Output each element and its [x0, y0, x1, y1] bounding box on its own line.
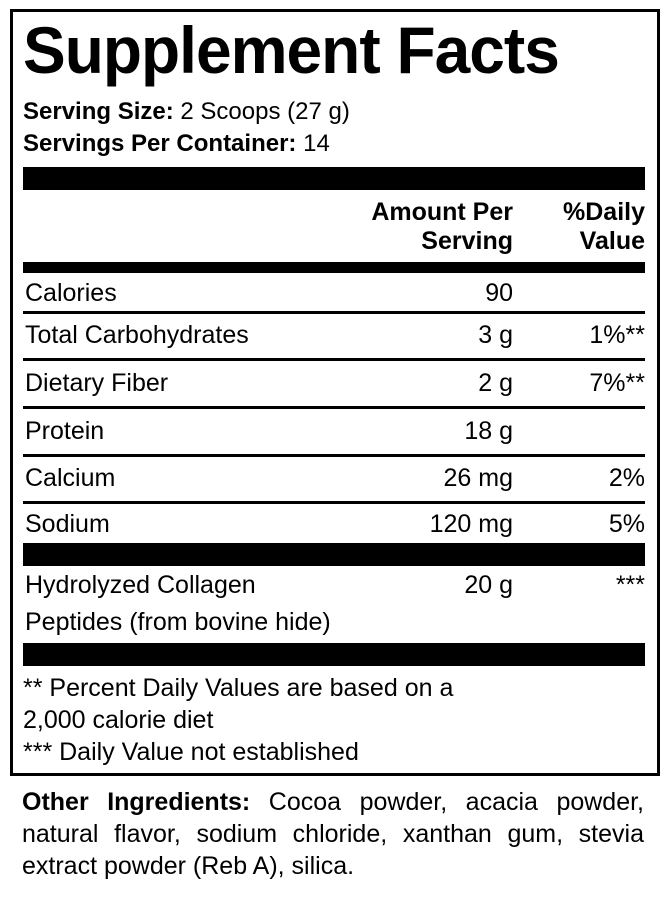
- row-divider: [23, 406, 645, 409]
- row-divider: [23, 358, 645, 361]
- nutrient-name: Calcium: [25, 464, 116, 492]
- thick-divider: [23, 543, 645, 566]
- nutrient-name: Dietary Fiber: [25, 369, 169, 397]
- row-divider: [23, 454, 645, 457]
- ingredient-amount: 20 g: [464, 571, 513, 599]
- servings-per-container: Servings Per Container: 14: [23, 130, 330, 158]
- thick-divider: [23, 643, 645, 666]
- footnote-line: 2,000 calorie diet: [23, 706, 214, 734]
- row-divider: [23, 311, 645, 314]
- thick-divider: [23, 167, 645, 190]
- footnote-line: *** Daily Value not established: [23, 738, 359, 766]
- serving-size: Serving Size: 2 Scoops (27 g): [23, 98, 350, 126]
- nutrient-amount: 90: [485, 279, 513, 307]
- servings-per-container-value: 14: [303, 130, 330, 157]
- servings-per-container-label: Servings Per Container:: [23, 130, 297, 157]
- other-ingredients-text: Cocoa powder, acacia powder, natural fla…: [22, 788, 645, 880]
- ingredient-name-line2: Peptides (from bovine hide): [25, 608, 331, 636]
- panel-title: Supplement Facts: [23, 13, 560, 87]
- nutrient-dv: 1%**: [589, 321, 645, 349]
- serving-size-label: Serving Size:: [23, 98, 174, 125]
- amount-header-line2: Serving: [421, 227, 513, 255]
- dv-header: %Daily Value: [563, 198, 645, 256]
- medium-divider: [23, 262, 645, 273]
- column-header: Amount Per Serving %Daily Value: [23, 198, 645, 260]
- amount-header-line1: Amount Per: [371, 198, 513, 226]
- nutrient-name: Total Carbohydrates: [25, 321, 249, 349]
- supplement-facts-panel: Supplement Facts Serving Size: 2 Scoops …: [10, 9, 660, 776]
- dv-header-line1: %Daily: [563, 198, 645, 226]
- nutrient-amount: 18 g: [464, 417, 513, 445]
- other-ingredients: Other Ingredients: Cocoa powder, acacia …: [22, 786, 644, 882]
- row-divider: [23, 501, 645, 504]
- nutrient-name: Protein: [25, 417, 105, 445]
- nutrient-amount: 120 mg: [429, 510, 513, 538]
- serving-size-value: 2 Scoops (27 g): [180, 98, 350, 125]
- amount-header: Amount Per Serving: [371, 198, 513, 256]
- ingredient-name-line1: Hydrolyzed Collagen: [25, 571, 256, 599]
- nutrient-amount: 2 g: [478, 369, 513, 397]
- nutrient-dv: 5%: [608, 510, 645, 538]
- nutrient-name: Sodium: [25, 510, 110, 538]
- nutrient-dv: 2%: [608, 464, 645, 492]
- dv-header-line2: Value: [579, 227, 645, 255]
- nutrient-amount: 3 g: [478, 321, 513, 349]
- ingredient-dv: ***: [615, 571, 645, 599]
- footnote-line: ** Percent Daily Values are based on a: [23, 674, 454, 702]
- nutrient-amount: 26 mg: [443, 464, 513, 492]
- nutrient-dv: 7%**: [589, 369, 645, 397]
- other-ingredients-label: Other Ingredients:: [22, 788, 251, 816]
- nutrient-name: Calories: [25, 279, 117, 307]
